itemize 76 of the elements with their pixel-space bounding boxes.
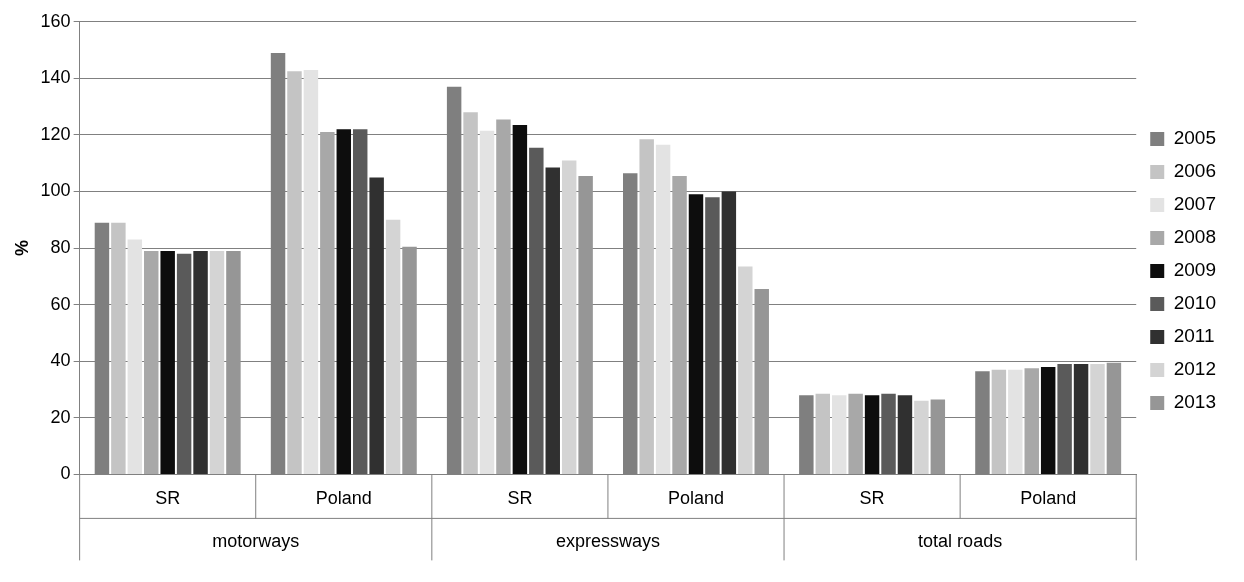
bar	[496, 119, 511, 474]
bar	[336, 129, 352, 474]
bar	[1008, 369, 1023, 474]
legend-label: 2012	[1173, 358, 1217, 380]
legend-label: 2009	[1173, 259, 1217, 281]
bar	[1057, 364, 1072, 474]
bar	[831, 395, 847, 474]
bar	[738, 266, 753, 474]
bar	[226, 250, 241, 474]
legend-label: 2011	[1173, 325, 1215, 347]
bar	[320, 132, 335, 474]
bar	[688, 194, 704, 474]
bar	[303, 69, 319, 474]
bar	[639, 139, 654, 474]
bar	[655, 144, 671, 474]
bar	[529, 147, 544, 474]
legend-label: 2006	[1173, 160, 1217, 182]
legend-label: 2008	[1173, 226, 1217, 248]
bar	[369, 177, 384, 474]
bar	[1040, 366, 1056, 474]
bar	[193, 250, 208, 474]
bar	[402, 246, 417, 474]
y-tick-label: 120	[40, 123, 71, 144]
bar	[672, 175, 687, 474]
bar	[127, 239, 143, 474]
bar	[176, 253, 192, 474]
bar	[1106, 362, 1122, 474]
y-tick-label: 160	[40, 10, 71, 31]
x-tick-label: SR	[859, 488, 885, 509]
legend-label: 2013	[1173, 391, 1217, 413]
y-axis-title: %	[11, 240, 32, 257]
y-tick-label: 140	[40, 67, 71, 88]
text: motorways	[212, 531, 300, 552]
bar	[287, 71, 302, 474]
bar	[864, 395, 880, 474]
bar	[754, 289, 769, 474]
text: expressways	[555, 531, 660, 552]
x-tick-label: SR	[155, 488, 181, 509]
bar	[512, 125, 528, 474]
bar	[721, 191, 737, 474]
text: total roads	[918, 531, 1003, 552]
legend-label: 2010	[1173, 292, 1217, 314]
bar	[160, 250, 175, 474]
y-tick-label: 60	[50, 293, 71, 314]
x-tick-label: Poland	[1020, 488, 1077, 509]
x-tick-label: Poland	[667, 488, 725, 509]
bar	[385, 219, 401, 474]
bar	[1073, 364, 1089, 474]
bar	[914, 400, 929, 474]
y-tick-label: 80	[50, 237, 71, 258]
bar	[578, 175, 593, 474]
bar	[352, 129, 368, 474]
y-tick-label: 40	[50, 350, 71, 371]
legend-label: 2007	[1173, 193, 1217, 215]
bar	[930, 399, 946, 474]
x-tick-label: SR	[507, 488, 533, 509]
bar	[463, 112, 478, 474]
bar	[545, 167, 560, 474]
x-tick-label: Poland	[315, 488, 372, 509]
y-tick-label: 100	[40, 180, 71, 201]
bar	[479, 130, 495, 474]
bar	[991, 369, 1007, 474]
bar	[1024, 368, 1039, 474]
bar	[897, 395, 913, 474]
bar	[144, 250, 159, 474]
bar	[815, 393, 831, 474]
bar	[111, 222, 126, 474]
bar	[1090, 364, 1105, 474]
bar	[561, 160, 577, 474]
legend-label: 2005	[1173, 127, 1217, 149]
y-tick-label: 20	[50, 406, 71, 427]
bar	[209, 250, 225, 474]
bar	[705, 197, 720, 474]
y-tick-label: 0	[60, 463, 71, 484]
bar	[881, 393, 896, 474]
bar	[848, 393, 863, 474]
